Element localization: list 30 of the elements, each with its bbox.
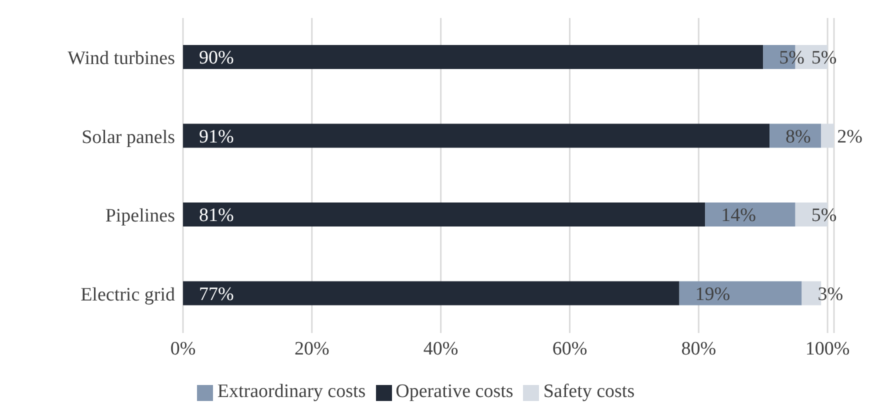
data-label: 77% [199,284,234,305]
data-label: 8% [786,126,812,148]
x-tick-label: 100% [805,338,850,360]
x-tick-label: 40% [423,338,458,360]
legend-label: Safety costs [543,381,635,402]
y-tick-label: Pipelines [105,206,175,227]
bar [183,281,680,306]
x-tick-label: 0% [170,338,196,360]
data-label: 19% [695,284,730,305]
x-tick-label: 60% [552,338,588,360]
bar [183,45,764,69]
x-tick-label: 80% [681,338,716,360]
data-label: 81% [199,205,234,226]
data-label: 91% [199,126,234,148]
bar [705,202,796,226]
legend-label: Operative costs [396,381,514,402]
data-label: 3% [818,284,844,305]
data-label: 2% [837,126,863,148]
y-tick-label: Electric grid [80,284,176,306]
data-label: 90% [199,48,234,69]
bar [183,202,706,226]
x-tick-label: 20% [294,338,330,360]
y-tick-label: Solar panels [82,126,175,148]
legend-label: Extraordinary costs [217,381,366,402]
bar [679,281,802,306]
bar [183,124,770,148]
y-tick-label: Wind turbines [68,48,175,70]
data-label: 5% [811,205,837,226]
data-label: 5% [811,48,837,69]
data-label: 14% [721,205,756,226]
